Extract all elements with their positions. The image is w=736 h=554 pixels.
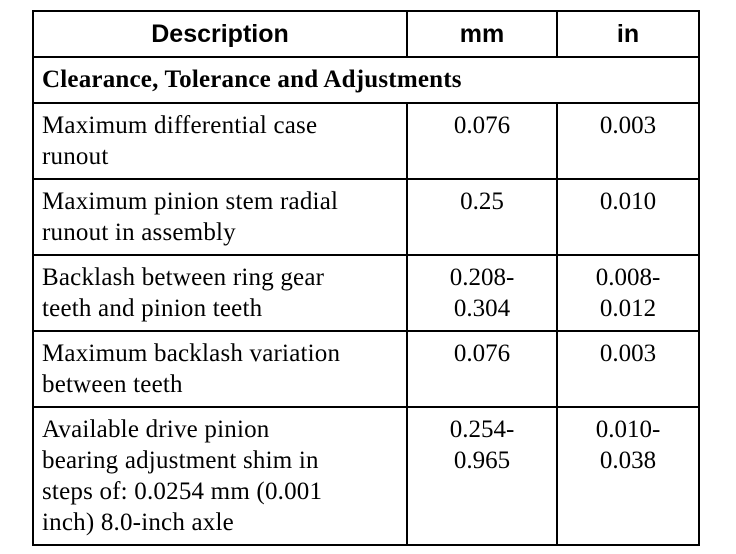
line: runout (42, 143, 109, 170)
line: 0.208- (449, 264, 515, 291)
row-in: 0.010 (556, 178, 700, 256)
section-title: Clearance, Tolerance and Adjustments (32, 56, 700, 104)
line: teeth and pinion teeth (42, 295, 263, 322)
line: 0.003 (599, 112, 657, 139)
row-in: 0.003 (556, 102, 700, 180)
table-row: Maximum pinion stem radial runout in ass… (32, 178, 700, 256)
table-row: Backlash between ring gear teeth and pin… (32, 254, 700, 332)
line: Maximum pinion stem radial (42, 188, 339, 215)
line: 0.076 (453, 112, 511, 139)
line: Maximum differential case (42, 112, 318, 139)
line: bearing adjustment shim in (42, 447, 319, 474)
line: 0.076 (453, 340, 511, 367)
line: between teeth (42, 371, 183, 398)
header-mm: mm (406, 10, 558, 58)
row-mm: 0.208- 0.304 (406, 254, 558, 332)
line: Maximum backlash variation (42, 340, 341, 367)
header-description: Description (32, 10, 408, 58)
header-row: Description mm in (32, 10, 700, 58)
row-description: Available drive pinion bearing adjustmen… (32, 406, 408, 546)
line: runout in assembly (42, 219, 236, 246)
row-mm: 0.076 (406, 102, 558, 180)
row-mm: 0.254- 0.965 (406, 406, 558, 546)
row-description: Maximum pinion stem radial runout in ass… (32, 178, 408, 256)
line: 0.012 (599, 295, 657, 322)
row-in: 0.008- 0.012 (556, 254, 700, 332)
row-mm: 0.076 (406, 330, 558, 408)
header-in: in (556, 10, 700, 58)
line: 0.010 (599, 188, 657, 215)
line: 0.010- (595, 416, 661, 443)
line: 0.254- (449, 416, 515, 443)
line: 0.304 (453, 295, 511, 322)
line: 0.003 (599, 340, 657, 367)
line: 0.25 (460, 188, 504, 215)
row-in: 0.003 (556, 330, 700, 408)
line: steps of: 0.0254 mm (0.001 (42, 478, 323, 505)
line: 0.038 (599, 447, 657, 474)
spec-table: Description mm in Clearance, Tolerance a… (32, 10, 700, 546)
line: 0.008- (595, 264, 661, 291)
section-row: Clearance, Tolerance and Adjustments (32, 56, 700, 104)
line: inch) 8.0-inch axle (42, 509, 234, 536)
row-description: Backlash between ring gear teeth and pin… (32, 254, 408, 332)
line: Backlash between ring gear (42, 264, 325, 291)
row-description: Maximum backlash variation between teeth (32, 330, 408, 408)
row-description: Maximum differential case runout (32, 102, 408, 180)
table-row: Available drive pinion bearing adjustmen… (32, 406, 700, 546)
table-row: Maximum backlash variation between teeth… (32, 330, 700, 408)
line: 0.965 (453, 447, 511, 474)
row-mm: 0.25 (406, 178, 558, 256)
line: Available drive pinion (42, 416, 270, 443)
row-in: 0.010- 0.038 (556, 406, 700, 546)
table-row: Maximum differential case runout 0.076 0… (32, 102, 700, 180)
